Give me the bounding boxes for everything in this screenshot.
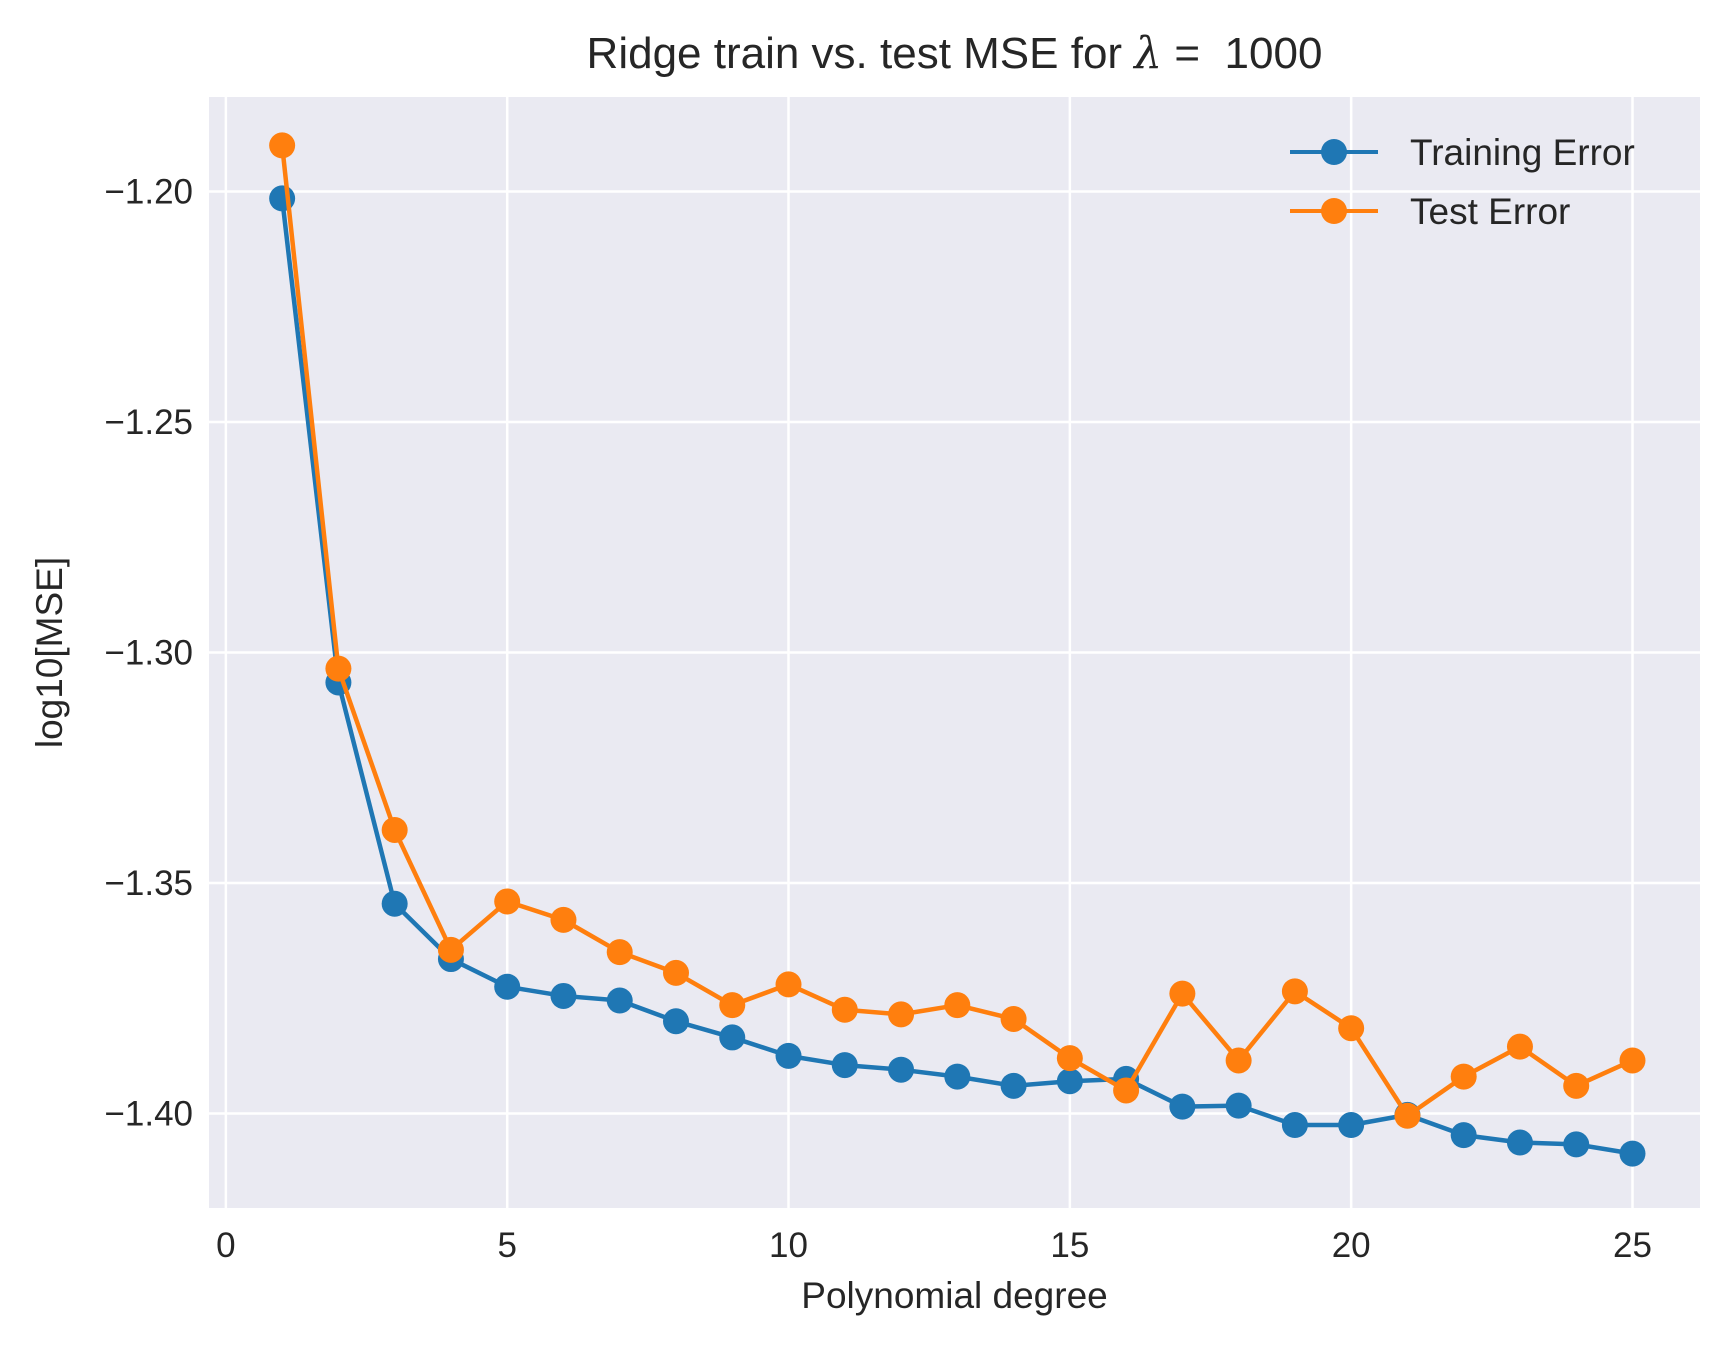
- legend: Training Error Test Error: [1290, 132, 1635, 232]
- y-tick-label: −1.35: [104, 864, 193, 903]
- y-tick-label: −1.40: [104, 1094, 193, 1133]
- data-point: [1563, 1072, 1590, 1099]
- data-point: [381, 816, 408, 843]
- data-point: [1394, 1102, 1421, 1129]
- legend-label-test: Test Error: [1410, 191, 1570, 232]
- data-point: [719, 992, 746, 1019]
- data-point: [269, 185, 296, 212]
- series-training: [269, 185, 1646, 1167]
- x-tick-label: 20: [1332, 1226, 1371, 1265]
- chart-title: Ridge train vs. test MSE for λ = 1000: [587, 28, 1323, 79]
- data-point: [1506, 1129, 1533, 1156]
- data-point: [1056, 1068, 1083, 1095]
- series-test: [269, 132, 1646, 1129]
- x-tick-labels: 0 5 10 15 20 25: [216, 1226, 1652, 1265]
- y-tick-label: −1.25: [104, 403, 193, 442]
- data-point: [1338, 1112, 1365, 1139]
- data-point: [1056, 1045, 1083, 1072]
- chart-title-suffix: = 1000: [1162, 29, 1322, 78]
- data-point: [775, 971, 802, 998]
- data-point: [606, 939, 633, 966]
- grid: [209, 97, 1700, 1208]
- legend-marker-test: [1321, 198, 1347, 224]
- data-point: [888, 1056, 915, 1083]
- data-point: [1169, 980, 1196, 1007]
- data-point: [1113, 1077, 1140, 1104]
- data-point: [494, 973, 521, 1000]
- data-point: [1225, 1092, 1252, 1119]
- x-tick-label: 5: [497, 1226, 516, 1265]
- series-layer: [269, 132, 1646, 1167]
- chart-title-symbol: λ: [1132, 28, 1162, 79]
- data-point: [1338, 1015, 1365, 1042]
- data-point: [1281, 978, 1308, 1005]
- data-point: [1450, 1063, 1477, 1090]
- chart-title-prefix: Ridge train vs. test MSE for: [587, 29, 1135, 78]
- x-tick-label: 25: [1613, 1226, 1652, 1265]
- y-axis-label: log10[MSE]: [29, 557, 70, 748]
- data-point: [1169, 1093, 1196, 1120]
- data-point: [1000, 1005, 1027, 1032]
- data-point: [381, 890, 408, 917]
- legend-marker-training: [1321, 139, 1347, 165]
- data-point: [831, 996, 858, 1023]
- legend-entry-test: Test Error: [1290, 191, 1570, 232]
- data-point: [662, 959, 689, 986]
- data-point: [1000, 1072, 1027, 1099]
- data-point: [1619, 1047, 1646, 1074]
- data-point: [1506, 1033, 1533, 1060]
- data-point: [550, 982, 577, 1009]
- data-point: [944, 992, 971, 1019]
- data-point: [606, 987, 633, 1014]
- data-point: [1563, 1131, 1590, 1158]
- legend-entry-training: Training Error: [1290, 132, 1635, 173]
- data-point: [269, 132, 296, 159]
- data-point: [719, 1024, 746, 1051]
- x-axis-label: Polynomial degree: [801, 1275, 1107, 1316]
- data-point: [325, 655, 352, 682]
- legend-label-training: Training Error: [1410, 132, 1635, 173]
- data-point: [437, 936, 464, 963]
- data-point: [1225, 1047, 1252, 1074]
- data-point: [550, 906, 577, 933]
- data-point: [1281, 1112, 1308, 1139]
- x-tick-label: 10: [769, 1226, 808, 1265]
- data-point: [944, 1063, 971, 1090]
- data-point: [775, 1042, 802, 1069]
- y-tick-label: −1.20: [104, 173, 193, 212]
- y-tick-label: −1.30: [104, 634, 193, 673]
- data-point: [888, 1001, 915, 1028]
- data-point: [494, 888, 521, 915]
- data-point: [1450, 1122, 1477, 1149]
- x-tick-label: 15: [1050, 1226, 1089, 1265]
- data-point: [831, 1052, 858, 1079]
- data-point: [1619, 1140, 1646, 1167]
- x-tick-label: 0: [216, 1226, 235, 1265]
- data-point: [662, 1008, 689, 1035]
- y-tick-labels: −1.20 −1.25 −1.30 −1.35 −1.40: [104, 173, 193, 1134]
